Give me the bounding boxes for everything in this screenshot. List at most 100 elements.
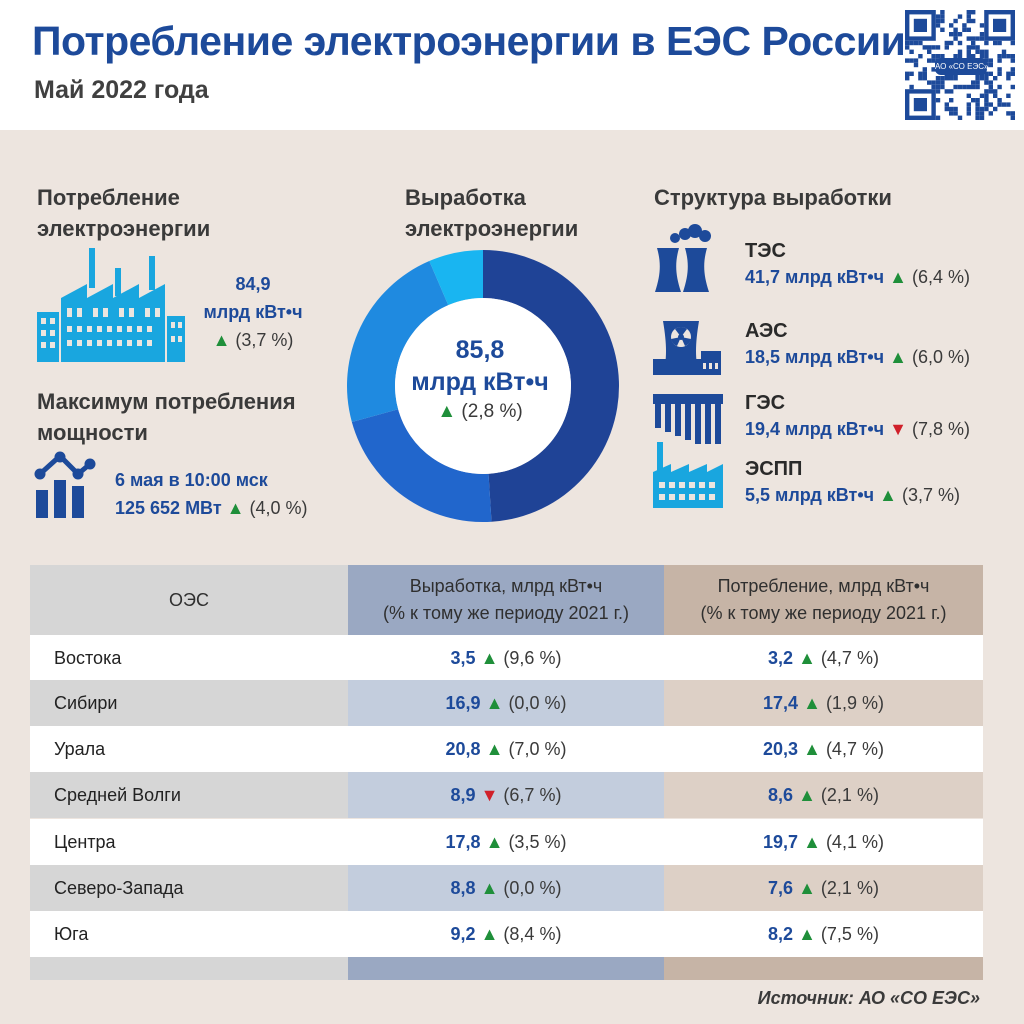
table-cell-generation: 17,8 ▲ (3,5 %)	[348, 819, 664, 865]
up-arrow-icon: ▲	[798, 877, 816, 898]
donut-slice-3	[347, 261, 449, 422]
structure-item-change: (7,8 %)	[911, 419, 970, 439]
structure-item-hpp: ГЭС 19,4 млрд кВт•ч ▼ (7,8 %)	[745, 392, 970, 443]
table-row-label: Средней Волги	[30, 772, 348, 818]
generation-change-cell: (0,0 %)	[508, 692, 567, 713]
table-cell-generation: 8,9 ▼ (6,7 %)	[348, 772, 664, 818]
peak-chart-icon	[34, 451, 96, 518]
table-header-generation-line2: (% к тому же периоду 2021 г.)	[383, 603, 629, 623]
up-arrow-icon: ▲	[485, 692, 504, 713]
structure-item-change: (6,4 %)	[911, 267, 970, 287]
generation-value-cell: 8,9	[450, 784, 476, 805]
consumption-value-cell: 20,3	[763, 738, 799, 759]
peak-value: 125 652 МВт	[115, 498, 222, 518]
up-arrow-icon: ▲	[889, 347, 907, 367]
table-row-label: Северо-Запада	[30, 865, 348, 911]
thermal-plant-icon	[655, 224, 711, 292]
table-header-consumption-line1: Потребление, млрд кВт•ч	[717, 576, 930, 596]
generation-value-cell: 9,2	[450, 923, 476, 944]
down-arrow-icon: ▼	[889, 419, 907, 439]
structure-item-espp: ЭСПП 5,5 млрд кВт•ч ▲ (3,7 %)	[745, 458, 960, 509]
generation-value-cell: 3,5	[450, 647, 476, 668]
donut-slice-1	[483, 250, 620, 522]
consumption-value-cell: 17,4	[763, 692, 799, 713]
generation-heading-line1: Выработка	[405, 185, 526, 210]
consumption-value-cell: 3,2	[768, 647, 794, 668]
generation-change: (2,8 %)	[461, 401, 523, 422]
structure-item-npp: АЭС 18,5 млрд кВт•ч ▲ (6,0 %)	[745, 320, 970, 371]
table-footer-band	[664, 957, 983, 980]
table-cell-consumption: 8,6 ▲ (2,1 %)	[664, 772, 983, 818]
peak-heading-line2: мощности	[37, 420, 148, 445]
generation-change-cell: (0,0 %)	[503, 877, 562, 898]
generation-change-cell: (8,4 %)	[503, 923, 562, 944]
consumption-change-cell: (2,1 %)	[820, 877, 879, 898]
table-row-name: Урала	[54, 738, 106, 759]
consumption-heading-line1: Потребление	[37, 185, 180, 210]
consumption-change-cell: (7,5 %)	[820, 923, 879, 944]
structure-item-name: ГЭС	[745, 392, 786, 414]
generation-change-cell: (9,6 %)	[503, 647, 562, 668]
donut-slice-4	[429, 250, 483, 306]
page-title: Потребление электроэнергии в ЕЭС России	[32, 18, 906, 64]
structure-item-value: 19,4 млрд кВт•ч	[745, 419, 885, 439]
consumption-change-cell: (1,9 %)	[825, 692, 884, 713]
table-row-name: Сибири	[54, 692, 118, 713]
table-cell-generation: 9,2 ▲ (8,4 %)	[348, 911, 664, 957]
consumption-value-cell: 7,6	[768, 877, 794, 898]
up-arrow-icon: ▲	[485, 738, 504, 759]
up-arrow-icon: ▲	[889, 267, 907, 287]
peak-arrow-icon: ▲	[226, 498, 245, 518]
hydro-plant-icon	[653, 394, 723, 444]
consumption-value-cell: 19,7	[763, 831, 799, 852]
up-arrow-icon: ▲	[879, 485, 897, 505]
table-cell-generation: 20,8 ▲ (7,0 %)	[348, 726, 664, 772]
table-cell-consumption: 19,7 ▲ (4,1 %)	[664, 819, 983, 865]
table-row-name: Северо-Запада	[54, 877, 184, 898]
qr-code[interactable]: АО «СО ЕЭС»	[903, 8, 1017, 126]
qr-code-label: АО «СО ЕЭС»	[935, 58, 988, 75]
up-arrow-icon: ▲	[480, 877, 499, 898]
generation-value-cell: 16,9	[445, 692, 481, 713]
table-cell-consumption: 7,6 ▲ (2,1 %)	[664, 865, 983, 911]
generation-change-cell: (3,5 %)	[508, 831, 567, 852]
table-footer-band	[348, 957, 664, 980]
structure-item-name: ТЭС	[745, 240, 786, 262]
structure-item-value: 41,7 млрд кВт•ч	[745, 267, 885, 287]
factory-icon	[37, 248, 185, 362]
consumption-change-cell: (2,1 %)	[820, 784, 879, 805]
structure-item-value: 5,5 млрд кВт•ч	[745, 485, 875, 505]
generation-unit: млрд кВт•ч	[411, 368, 549, 396]
table-cell-consumption: 17,4 ▲ (1,9 %)	[664, 680, 983, 726]
generation-heading-line2: электроэнергии	[405, 216, 579, 241]
table-cell-consumption: 20,3 ▲ (4,7 %)	[664, 726, 983, 772]
structure-item-tpp: ТЭС 41,7 млрд кВт•ч ▲ (6,4 %)	[745, 240, 970, 291]
table-header-generation: Выработка, млрд кВт•ч (% к тому же перио…	[348, 565, 664, 635]
table-cell-generation: 3,5 ▲ (9,6 %)	[348, 635, 664, 681]
consumption-heading: Потребление электроэнергии	[37, 182, 210, 244]
consumption-value-cell: 8,2	[768, 923, 794, 944]
table-row-label: Урала	[30, 726, 348, 772]
up-arrow-icon: ▲	[798, 784, 816, 805]
consumption-arrow-icon: ▲	[212, 330, 231, 350]
up-arrow-icon: ▲	[480, 923, 499, 944]
nuclear-plant-icon	[653, 321, 721, 375]
peak-heading: Максимум потребления мощности	[37, 386, 296, 448]
up-arrow-icon: ▲	[803, 738, 821, 759]
table-header-oes: ОЭС	[30, 565, 348, 635]
generation-donut-chart	[347, 250, 620, 522]
table-cell-generation: 16,9 ▲ (0,0 %)	[348, 680, 664, 726]
peak-datetime: 6 мая в 10:00 мск	[115, 470, 268, 490]
table-row-label: Сибири	[30, 680, 348, 726]
structure-item-change: (6,0 %)	[911, 347, 970, 367]
oes-table: ОЭС Выработка, млрд кВт•ч (% к тому же п…	[30, 565, 983, 980]
table-row-label: Юга	[30, 911, 348, 957]
table-header-generation-line1: Выработка, млрд кВт•ч	[409, 576, 603, 596]
generation-value: 85,8	[455, 336, 505, 364]
table-row-name: Центра	[54, 831, 116, 852]
header-band	[0, 0, 1024, 130]
generation-change-cell: (6,7 %)	[503, 784, 562, 805]
table-header-consumption: Потребление, млрд кВт•ч (% к тому же пер…	[664, 565, 983, 635]
table-header-oes-label: ОЭС	[169, 589, 209, 610]
up-arrow-icon: ▲	[798, 647, 816, 668]
